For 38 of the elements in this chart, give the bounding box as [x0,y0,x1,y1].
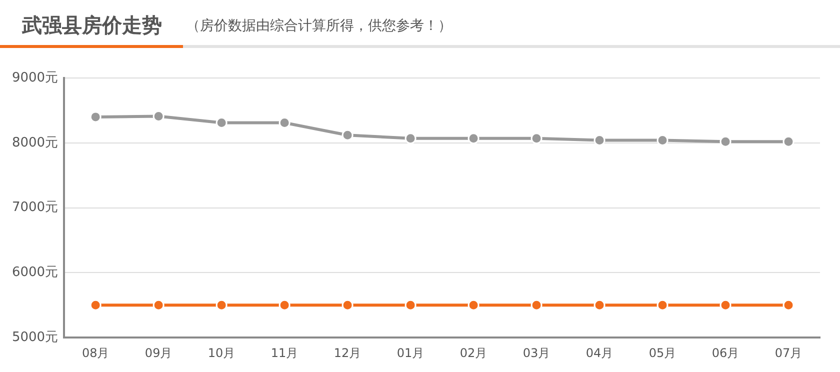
x-tick-label: 10月 [208,346,236,360]
point [404,299,416,311]
point [342,129,354,141]
point [530,132,542,144]
point [782,299,794,311]
point [468,299,480,311]
point [656,299,668,311]
y-tick-label: 9000元 [12,70,58,86]
point [90,299,102,311]
x-tick-label: 08月 [82,346,110,360]
chart-subtitle: （房价数据由综合计算所得，供您参考！） [186,17,452,35]
x-tick-label: 03月 [522,346,550,360]
x-tick-label: 02月 [460,346,488,360]
point [530,299,542,311]
point [404,132,416,144]
y-tick-label: 6000元 [12,265,58,280]
point [90,111,102,123]
point [720,136,732,148]
x-tick-label: 01月 [396,346,424,360]
x-tick-label: 09月 [144,346,172,360]
chart-title: 武强县房价走势 [22,12,162,39]
point [342,299,354,311]
x-tick-label: 07月 [774,346,802,360]
point [152,299,164,311]
x-tick-label: 04月 [586,346,614,360]
y-tick-label: 7000元 [12,200,58,216]
point [468,132,480,144]
x-tick-label: 06月 [712,346,740,360]
y-tick-label: 8000元 [12,135,58,150]
point [720,299,732,311]
point [594,299,606,311]
x-tick-label: 05月 [648,346,676,360]
y-tick-label: 5000元 [12,330,58,345]
x-tick-label: 12月 [334,346,362,360]
point [782,136,794,148]
point [278,299,290,311]
point [216,299,228,311]
x-tick-label: 11月 [270,346,298,360]
